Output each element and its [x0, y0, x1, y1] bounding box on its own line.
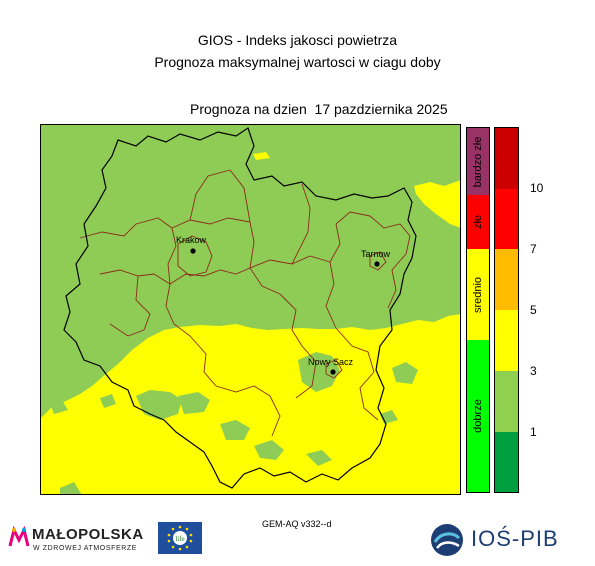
malopolska-text: MAŁOPOLSKA: [32, 526, 144, 543]
scale-tick: 10: [530, 181, 544, 195]
map-subtitle: Prognoza maksymalnej wartosci w ciagu do…: [154, 54, 441, 70]
green-patch-8: [100, 394, 116, 408]
city-krakow: Krakow: [176, 235, 207, 254]
region-outline: [63, 127, 417, 489]
city-label: Tarnow: [361, 249, 391, 259]
yellow-zone: [40, 314, 461, 495]
scale-band: [495, 310, 518, 371]
scale-tick: 7: [530, 242, 537, 256]
city-nowy-sacz: Nowy Sacz: [308, 357, 354, 375]
green-patch-3: [298, 352, 340, 392]
legend-bardzo-zle: bardzo złe: [467, 128, 489, 195]
model-version: GEM-AQ v332--d: [262, 519, 332, 529]
nowysacz-outline: [325, 359, 343, 379]
krakow-outline: [177, 235, 213, 277]
category-legend: bardzo złe złe srednio dobrze: [466, 127, 490, 493]
green-patch-7: [50, 400, 68, 414]
eu-life-logo: life: [158, 522, 202, 554]
map-title: GIOS - Indeks jakosci powietrza: [197, 32, 398, 48]
scale-tick: 3: [530, 364, 537, 378]
legend-dobrze: dobrze: [467, 340, 489, 492]
city-marker: [330, 369, 336, 375]
legend-label: bardzo złe: [472, 136, 484, 187]
city-marker: [374, 261, 380, 267]
ios-pib-logo: IOŚ-PIB: [427, 520, 567, 560]
green-patch-10: [60, 482, 82, 495]
eu-life-text: life: [175, 535, 184, 543]
green-patch-2: [178, 392, 210, 414]
scale-band: [495, 371, 518, 432]
legend-label: srednio: [472, 276, 484, 313]
green-patch-9: [306, 450, 332, 466]
city-label: Nowy Sacz: [308, 357, 354, 367]
green-patch-5: [220, 420, 250, 440]
scale-band: [495, 128, 518, 189]
ios-swirl-icon: [431, 524, 463, 556]
legend-srednio: srednio: [467, 249, 489, 340]
scale-tick: 1: [530, 425, 537, 439]
map-frame: [40, 124, 461, 495]
forecast-date: Prognoza na dzien 17 pazdziernika 2025: [190, 101, 448, 117]
city-marker: [190, 248, 196, 254]
legend-label: złe: [472, 214, 484, 230]
green-patch-6: [254, 440, 284, 460]
city-tarnow: Tarnow: [361, 249, 391, 267]
malopolska-mark-icon: [8, 526, 30, 547]
yellow-patch-north: [253, 152, 270, 160]
legend-zle: złe: [467, 195, 489, 249]
city-label: Krakow: [176, 235, 207, 245]
index-scale: [494, 127, 519, 493]
forecast-map: Krakow Tarnow Nowy Sacz: [40, 124, 461, 495]
yellow-patch-east: [414, 180, 461, 228]
scale-band: [495, 432, 518, 492]
scale-band: [495, 189, 518, 249]
tarnow-outline: [369, 251, 387, 271]
malopolska-logo: MAŁOPOLSKA W ZDROWEJ ATMOSFERZE: [6, 524, 156, 562]
scale-band: [495, 249, 518, 310]
ios-pib-text: IOŚ-PIB: [471, 526, 559, 551]
county-borders: [79, 169, 411, 437]
green-patch-4: [392, 362, 418, 384]
scale-tick: 5: [530, 303, 537, 317]
malopolska-subtext: W ZDROWEJ ATMOSFERZE: [33, 545, 138, 552]
legend-label: dobrze: [472, 399, 484, 433]
